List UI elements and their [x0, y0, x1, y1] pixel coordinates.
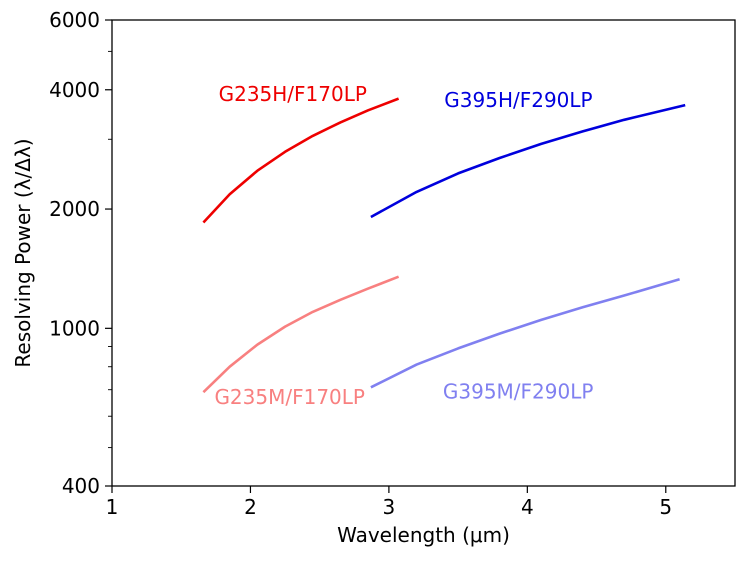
- series-line-g235m-f170lp: [202, 275, 400, 394]
- series-label-g395m-f290lp: G395M/F290LP: [443, 380, 594, 404]
- y-axis: 400 1000 2000 4000 6000: [49, 8, 112, 498]
- y-tick-label: 6000: [49, 8, 100, 32]
- series-line-g395m-f290lp: [370, 278, 680, 389]
- y-tick-label: 1000: [49, 316, 100, 340]
- series-layer: [202, 97, 686, 394]
- plot-frame: [111, 19, 736, 487]
- x-axis-label: Wavelength (μm): [337, 523, 510, 547]
- series-line-g395h-f290lp: [370, 103, 686, 219]
- x-tick-label: 5: [659, 495, 672, 519]
- series-line-g235h-f170lp: [202, 97, 400, 224]
- annotation-layer: G235H/F170LP G395H/F290LP G235M/F170LP G395…: [214, 82, 593, 409]
- y-tick-label: 2000: [49, 197, 100, 221]
- y-tick-label: 400: [62, 474, 100, 498]
- y-axis-label: Resolving Power (λ/Δλ): [11, 138, 35, 367]
- y-tick-label: 4000: [49, 78, 100, 102]
- x-tick-label: 1: [106, 495, 119, 519]
- series-label-g235h-f170lp: G235H/F170LP: [219, 82, 367, 106]
- x-tick-label: 2: [244, 495, 257, 519]
- series-label-g235m-f170lp: G235M/F170LP: [214, 385, 365, 409]
- x-tick-label: 4: [521, 495, 534, 519]
- x-axis: 1 2 3 4 5: [106, 486, 672, 519]
- x-tick-label: 3: [383, 495, 396, 519]
- series-label-g395h-f290lp: G395H/F290LP: [444, 88, 592, 112]
